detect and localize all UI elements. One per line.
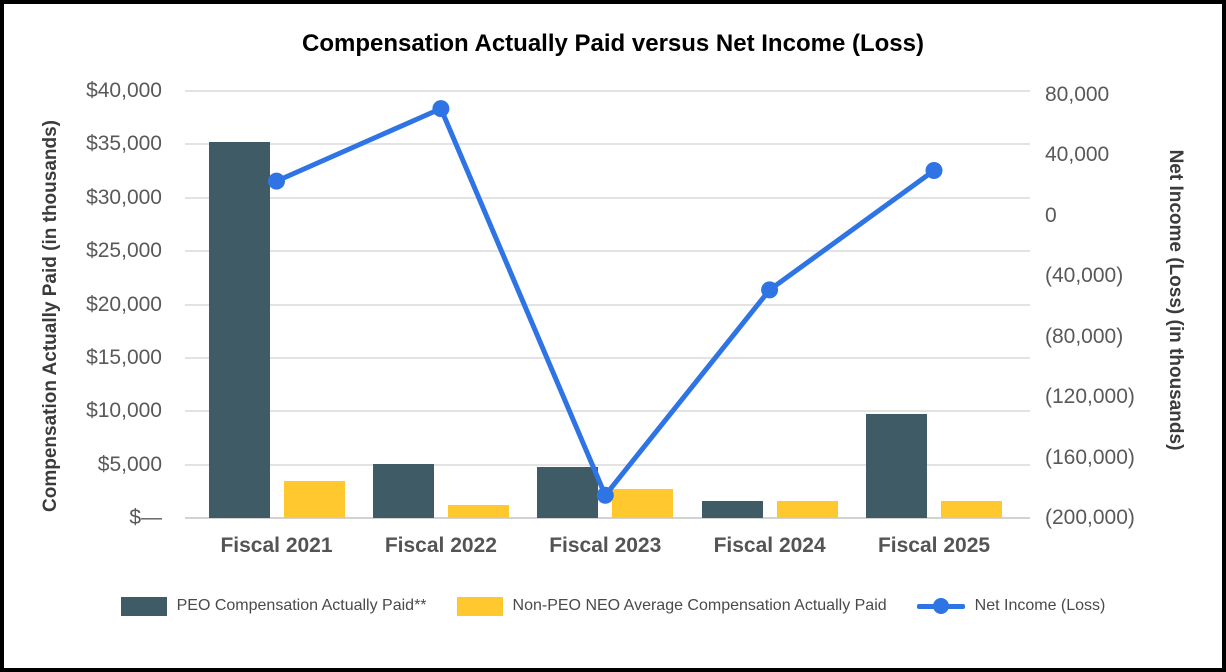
legend-label-peo-cap: PEO Compensation Actually Paid** (176, 597, 427, 614)
right-axis-tick: (200,000) (1045, 506, 1135, 529)
net-income-point-fiscal-2021 (268, 172, 285, 190)
gridline (185, 196, 1030, 199)
right-axis-tick: 40,000 (1045, 143, 1110, 167)
x-axis-label-fiscal-2021: Fiscal 2021 (220, 534, 333, 557)
right-axis-tick: 80,000 (1045, 83, 1110, 106)
bar-peo-fiscal-2025 (866, 414, 928, 518)
x-axis-label-fiscal-2024: Fiscal 2024 (713, 534, 826, 557)
net-income-line-layer (268, 100, 943, 504)
x-axis-line (185, 517, 1030, 519)
left-axis-tick: $20,000 (86, 292, 162, 316)
right-axis-title: Net Income (Loss) (in thousands) (1165, 149, 1186, 451)
left-axis-tick: $10,000 (86, 399, 162, 423)
legend-label-non-peo-cap: Non-PEO NEO Average Compensation Actuall… (512, 597, 887, 614)
bar-non-peo-fiscal-2023 (612, 489, 674, 518)
right-axis-tick: (40,000) (1045, 264, 1124, 288)
non-peo-bar-swatch (456, 596, 503, 616)
left-axis-tick: $30,000 (86, 185, 162, 209)
left-axis-tick: $5,000 (97, 452, 162, 476)
left-axis-tick: $25,000 (86, 239, 162, 263)
bar-non-peo-fiscal-2022 (447, 505, 509, 518)
net-income-line (275, 106, 936, 498)
legend-item-non-peo-cap: Non-PEO NEO Average Compensation Actuall… (456, 596, 887, 616)
x-axis-label-fiscal-2023: Fiscal 2023 (549, 534, 662, 557)
left-axis-tick: $40,000 (86, 79, 162, 102)
left-axis-tick: $15,000 (86, 345, 162, 369)
net-income-point-fiscal-2025 (925, 162, 943, 179)
legend: PEO Compensation Actually Paid** Non-PEO… (4, 596, 1222, 616)
bar-non-peo-fiscal-2021 (283, 480, 345, 518)
right-axis-tick: (80,000) (1045, 324, 1124, 348)
legend-item-peo-cap: PEO Compensation Actually Paid** (120, 596, 427, 616)
right-axis-tick: (160,000) (1045, 445, 1135, 469)
gridline (185, 356, 1030, 359)
gridline (185, 303, 1030, 306)
legend-dot-icon (932, 598, 949, 614)
legend-label-net-income: Net Income (Loss) (974, 597, 1106, 614)
net-income-point-fiscal-2024 (761, 281, 779, 299)
right-axis-tick: (120,000) (1045, 385, 1135, 409)
chart-title: Compensation Actually Paid versus Net In… (302, 30, 924, 57)
x-axis-label-fiscal-2022: Fiscal 2022 (384, 534, 497, 557)
bar-peo-fiscal-2024 (701, 500, 763, 518)
right-axis-tick: 0 (1045, 203, 1057, 227)
legend-item-net-income: Net Income (Loss) (916, 596, 1106, 616)
line-marker-swatch (916, 596, 965, 616)
left-axis-tick: $— (129, 506, 162, 529)
net-income-point-fiscal-2022 (432, 100, 450, 118)
bar-non-peo-fiscal-2024 (776, 500, 838, 518)
peo-bar-swatch (120, 596, 167, 616)
gridline (185, 143, 1030, 146)
bar-peo-fiscal-2022 (372, 463, 434, 518)
left-axis-tick: $35,000 (86, 132, 162, 156)
x-axis-label-fiscal-2025: Fiscal 2025 (877, 534, 991, 557)
gridline (185, 463, 1030, 466)
gridline (185, 410, 1030, 413)
bar-peo-fiscal-2021 (208, 142, 270, 518)
bar-peo-fiscal-2023 (537, 466, 599, 518)
gridline (185, 250, 1030, 253)
bar-non-peo-fiscal-2025 (941, 500, 1003, 518)
net-income-point-fiscal-2023 (596, 486, 614, 504)
gridline (185, 90, 1030, 92)
